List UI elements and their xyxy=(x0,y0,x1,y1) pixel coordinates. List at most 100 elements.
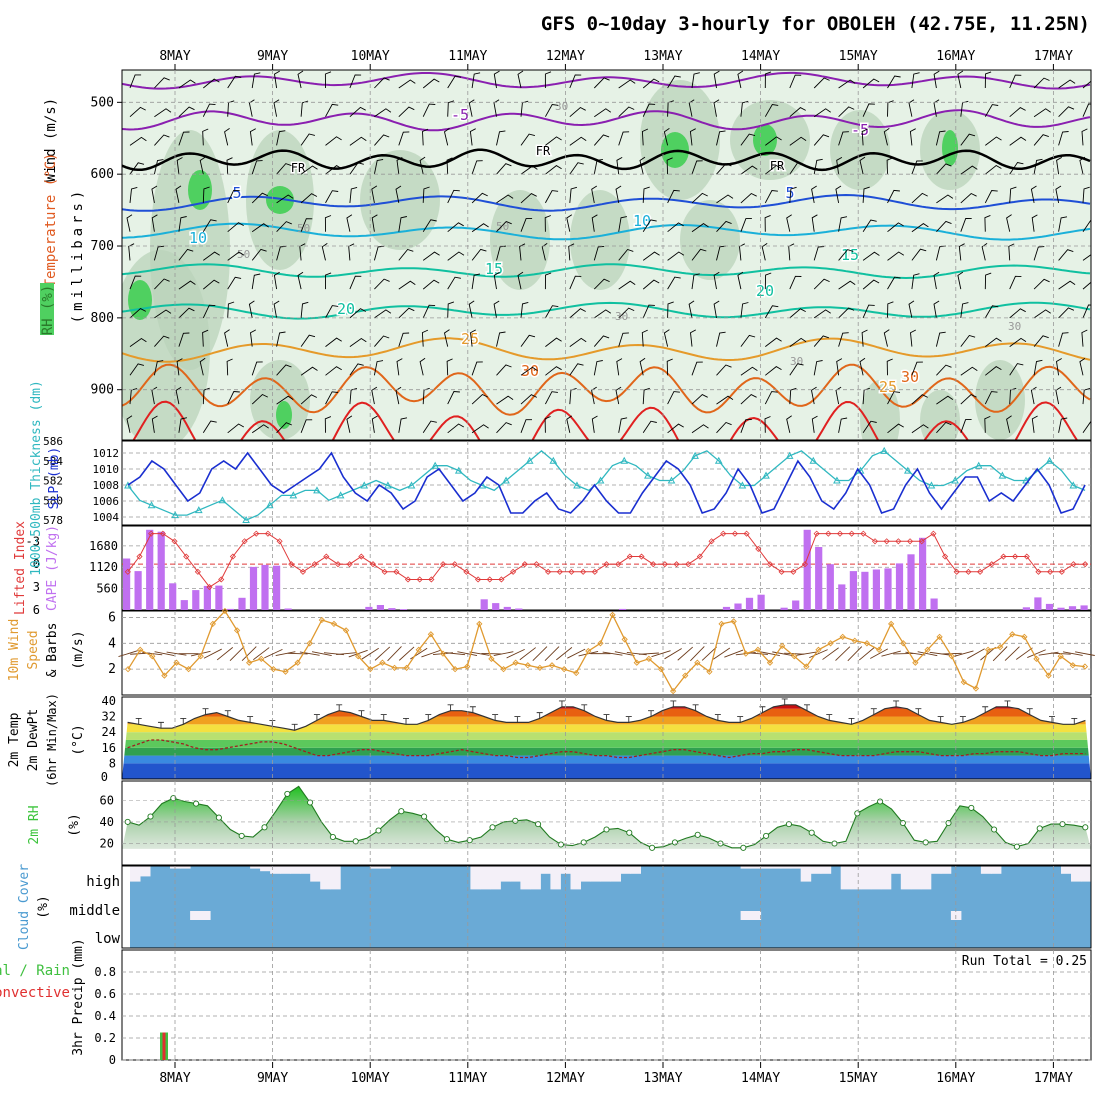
wind-barb xyxy=(371,415,378,433)
rh2m-axis-unit: (%) xyxy=(67,813,82,836)
slp-tick-label: 1010 xyxy=(93,463,120,476)
wind-barb xyxy=(300,334,316,347)
wind-speed-point xyxy=(500,666,507,673)
wind-speed-point xyxy=(694,659,701,666)
cape-bar xyxy=(492,603,500,610)
wind-barb xyxy=(716,331,726,347)
rh-legend-swatch xyxy=(40,283,54,335)
wind-barb xyxy=(178,131,190,146)
pressure-tick-label: 500 xyxy=(91,95,114,110)
wind-barb xyxy=(569,136,587,146)
rh2m-point xyxy=(968,804,975,811)
wind-barb xyxy=(813,134,830,146)
wind-barb xyxy=(813,77,830,89)
wind-barb xyxy=(813,335,830,347)
rh-high-region xyxy=(753,124,777,156)
cloud-high-clear xyxy=(910,866,922,890)
wind-barb xyxy=(398,131,410,146)
wind-barb xyxy=(691,273,700,290)
wind-speed-point xyxy=(1045,672,1052,679)
li-point xyxy=(977,568,984,575)
temp-minmax-bar xyxy=(670,700,677,707)
wind-barb xyxy=(838,106,855,118)
wind-barb xyxy=(545,337,562,347)
wind-barb xyxy=(1082,103,1091,117)
cloud-high-clear xyxy=(760,866,772,869)
li-point xyxy=(556,568,563,575)
temp-minmax-bar xyxy=(291,723,298,731)
wind-barb xyxy=(981,243,988,261)
wind-barb xyxy=(618,248,634,261)
li-tick-label: -3 xyxy=(26,534,40,548)
wind-barb xyxy=(883,329,890,347)
wind-barb xyxy=(202,128,209,146)
wind-barb xyxy=(300,133,316,146)
thickness-point xyxy=(549,456,558,464)
wind10m-barb xyxy=(556,647,573,661)
cloud-high-clear xyxy=(880,866,892,890)
wind-barb xyxy=(349,308,367,319)
wind10m-barb xyxy=(166,651,187,656)
cloud-high-clear xyxy=(540,866,551,874)
wind-barb xyxy=(324,416,332,433)
wind-speed-point xyxy=(585,647,592,655)
temp-minmax-bar xyxy=(803,704,810,711)
wind-barb xyxy=(641,128,649,146)
date-label-bottom: 13MAY xyxy=(643,1071,682,1086)
wind10m-barb xyxy=(421,649,441,658)
contour-35 xyxy=(132,400,1079,440)
wind-barb xyxy=(520,218,533,232)
wind-barb xyxy=(642,78,660,89)
slp-frame xyxy=(121,440,1092,526)
wind-barb xyxy=(1033,335,1049,347)
wind-speed-point xyxy=(233,627,241,634)
wind-speed-point xyxy=(536,664,544,671)
cloud-high-clear xyxy=(300,866,311,874)
wind-barb xyxy=(324,215,332,232)
temp-frame xyxy=(121,696,1092,780)
thickness-point xyxy=(927,481,936,489)
wind-barb xyxy=(716,421,732,434)
wind-barb xyxy=(346,415,353,433)
rh2m-point xyxy=(580,839,587,846)
wind-barb xyxy=(520,334,536,347)
wind-barb xyxy=(398,248,414,261)
wind-barb xyxy=(129,308,147,319)
cape-bar xyxy=(745,597,754,610)
cape-bar xyxy=(1045,603,1054,610)
wind10m-barb xyxy=(1004,646,1020,661)
rh-region xyxy=(830,110,890,190)
li-point xyxy=(650,561,657,568)
rh2m-point xyxy=(626,829,633,836)
cape-bar xyxy=(826,564,834,610)
wind-barb xyxy=(838,79,856,89)
wind10m-barb xyxy=(1027,649,1046,658)
wind-barb xyxy=(1079,358,1086,376)
li-point xyxy=(626,553,633,560)
li-point xyxy=(638,553,645,560)
wind-barb xyxy=(422,219,437,232)
temp-minmax-bar xyxy=(358,710,365,717)
wind-barb xyxy=(325,391,339,405)
wind-barb xyxy=(739,243,746,261)
wind-barb xyxy=(422,251,440,261)
wind-speed-point xyxy=(488,655,495,662)
wind-barb xyxy=(325,165,342,175)
li-point xyxy=(194,568,201,575)
wind10m-barb xyxy=(457,651,478,657)
wind-speed-point xyxy=(706,668,713,675)
wind-barb xyxy=(471,72,481,89)
wind-barb xyxy=(154,309,172,319)
cape-bar xyxy=(157,531,165,610)
wind-barb xyxy=(691,248,707,261)
wind-barb xyxy=(471,248,487,261)
wind-barb xyxy=(297,271,304,290)
cape-bar xyxy=(792,600,800,610)
li-point xyxy=(276,538,283,545)
wind-barb xyxy=(1031,415,1038,433)
wind-barb xyxy=(496,364,512,376)
wind-speed-point xyxy=(645,655,653,662)
wind-barb xyxy=(911,424,929,434)
freezing-label: FR xyxy=(291,161,306,175)
wind-barb xyxy=(835,185,842,203)
